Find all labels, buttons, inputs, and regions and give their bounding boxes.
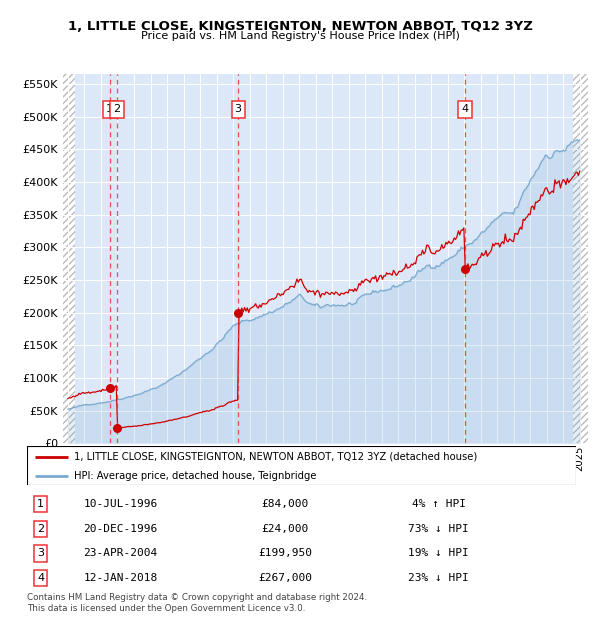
Text: £24,000: £24,000 [262,524,308,534]
Text: 4: 4 [461,104,469,115]
Text: 1, LITTLE CLOSE, KINGSTEIGNTON, NEWTON ABBOT, TQ12 3YZ (detached house): 1, LITTLE CLOSE, KINGSTEIGNTON, NEWTON A… [74,452,477,462]
Text: £84,000: £84,000 [262,499,308,509]
Text: 2: 2 [37,524,44,534]
Text: Price paid vs. HM Land Registry's House Price Index (HPI): Price paid vs. HM Land Registry's House … [140,31,460,41]
Text: 73% ↓ HPI: 73% ↓ HPI [409,524,469,534]
Text: 3: 3 [37,549,44,559]
Text: 20-DEC-1996: 20-DEC-1996 [83,524,157,534]
Text: 1: 1 [106,104,113,115]
Text: £267,000: £267,000 [258,573,312,583]
Text: 12-JAN-2018: 12-JAN-2018 [83,573,157,583]
Text: 1, LITTLE CLOSE, KINGSTEIGNTON, NEWTON ABBOT, TQ12 3YZ: 1, LITTLE CLOSE, KINGSTEIGNTON, NEWTON A… [68,20,532,33]
Text: 19% ↓ HPI: 19% ↓ HPI [409,549,469,559]
Text: 3: 3 [235,104,242,115]
Text: 23% ↓ HPI: 23% ↓ HPI [409,573,469,583]
FancyBboxPatch shape [27,446,576,485]
Text: HPI: Average price, detached house, Teignbridge: HPI: Average price, detached house, Teig… [74,471,316,481]
Text: 2: 2 [113,104,121,115]
Text: 4: 4 [37,573,44,583]
Text: £199,950: £199,950 [258,549,312,559]
Text: Contains HM Land Registry data © Crown copyright and database right 2024.
This d: Contains HM Land Registry data © Crown c… [27,593,367,613]
Text: 1: 1 [37,499,44,509]
Text: 4% ↑ HPI: 4% ↑ HPI [412,499,466,509]
Text: 23-APR-2004: 23-APR-2004 [83,549,157,559]
Text: 10-JUL-1996: 10-JUL-1996 [83,499,157,509]
